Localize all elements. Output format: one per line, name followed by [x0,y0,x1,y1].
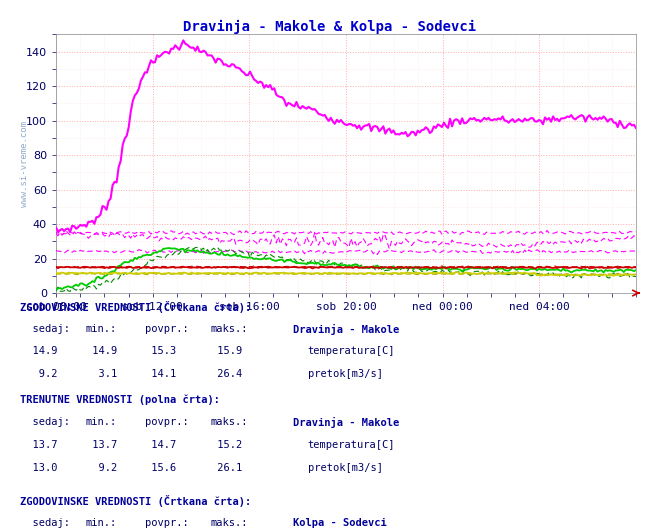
Text: 13.0: 13.0 [20,463,57,473]
Text: Dravinja - Makole: Dravinja - Makole [293,417,399,428]
Text: 14.9: 14.9 [20,346,57,356]
Text: Kolpa - Sodevci: Kolpa - Sodevci [293,517,387,527]
Text: 3.1: 3.1 [86,369,117,379]
Text: min.:: min.: [86,324,117,334]
Text: sedaj:: sedaj: [20,517,70,527]
Text: 13.7: 13.7 [20,440,57,450]
Text: 9.2: 9.2 [86,463,117,473]
Text: sedaj:: sedaj: [20,324,70,334]
Text: Dravinja - Makole & Kolpa - Sodevci: Dravinja - Makole & Kolpa - Sodevci [183,20,476,34]
Text: www.si-vreme.com: www.si-vreme.com [20,121,28,206]
Text: min.:: min.: [86,517,117,527]
Text: 15.2: 15.2 [211,440,242,450]
Text: temperatura[C]: temperatura[C] [308,440,395,450]
Text: TRENUTNE VREDNOSTI (polna črta):: TRENUTNE VREDNOSTI (polna črta): [20,394,219,405]
Text: 15.3: 15.3 [145,346,176,356]
Text: pretok[m3/s]: pretok[m3/s] [308,463,383,473]
Text: 14.9: 14.9 [86,346,117,356]
Text: min.:: min.: [86,417,117,427]
Text: 9.2: 9.2 [20,369,57,379]
Text: Dravinja - Makole: Dravinja - Makole [293,324,399,335]
Text: povpr.:: povpr.: [145,417,188,427]
Text: maks.:: maks.: [211,517,248,527]
Text: povpr.:: povpr.: [145,324,188,334]
Text: sedaj:: sedaj: [20,417,70,427]
Text: pretok[m3/s]: pretok[m3/s] [308,369,383,379]
Text: 13.7: 13.7 [86,440,117,450]
Text: 14.7: 14.7 [145,440,176,450]
Text: 15.6: 15.6 [145,463,176,473]
Text: ZGODOVINSKE VREDNOSTI (Črtkana črta):: ZGODOVINSKE VREDNOSTI (Črtkana črta): [20,495,251,507]
Text: 15.9: 15.9 [211,346,242,356]
Text: maks.:: maks.: [211,324,248,334]
Text: 26.4: 26.4 [211,369,242,379]
Text: ZGODOVINSKE VREDNOSTI (Črtkana črta):: ZGODOVINSKE VREDNOSTI (Črtkana črta): [20,301,251,313]
Text: temperatura[C]: temperatura[C] [308,346,395,356]
Text: 26.1: 26.1 [211,463,242,473]
Text: 14.1: 14.1 [145,369,176,379]
Text: povpr.:: povpr.: [145,517,188,527]
Text: maks.:: maks.: [211,417,248,427]
